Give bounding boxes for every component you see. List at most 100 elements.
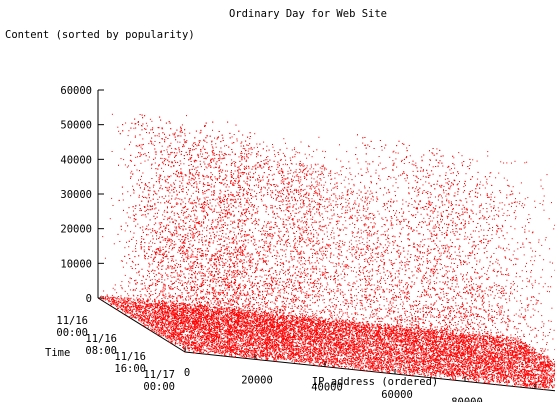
data-point — [514, 350, 516, 352]
data-point — [289, 325, 291, 327]
data-point — [130, 313, 132, 315]
data-point — [398, 335, 400, 337]
data-point — [160, 328, 162, 330]
data-point — [357, 361, 359, 363]
data-point — [504, 367, 505, 369]
data-point — [271, 323, 273, 325]
data-point — [385, 327, 387, 329]
data-point — [198, 332, 200, 334]
data-point — [320, 351, 322, 353]
data-point — [503, 368, 505, 370]
data-point — [374, 327, 376, 329]
data-point — [255, 318, 257, 320]
data-point — [513, 379, 515, 381]
data-point — [203, 319, 204, 321]
data-point — [473, 376, 475, 378]
data-point — [540, 383, 542, 385]
data-point — [305, 341, 307, 343]
data-point — [113, 297, 115, 299]
data-point — [246, 354, 248, 356]
data-point — [175, 308, 177, 310]
data-point — [277, 354, 279, 356]
data-point — [509, 372, 511, 374]
data-point — [320, 365, 322, 366]
data-point — [347, 362, 349, 364]
data-point — [340, 322, 342, 324]
data-point — [396, 338, 398, 340]
data-point — [496, 377, 498, 379]
data-point — [553, 370, 555, 372]
data-point — [145, 314, 147, 316]
data-point — [357, 348, 358, 350]
data-point — [153, 313, 155, 315]
data-point — [145, 321, 147, 323]
data-point — [130, 297, 132, 299]
data-point — [266, 341, 267, 343]
data-point — [393, 342, 395, 344]
data-point — [413, 341, 415, 343]
data-point — [432, 369, 434, 371]
data-point — [493, 342, 495, 344]
data-point — [291, 348, 293, 350]
data-point — [337, 351, 338, 353]
data-point — [342, 352, 344, 354]
data-point — [521, 342, 523, 344]
data-point — [491, 341, 492, 343]
data-point — [115, 302, 117, 304]
data-point — [209, 327, 210, 328]
data-point — [517, 356, 519, 358]
data-point — [359, 358, 361, 360]
data-point — [247, 338, 249, 340]
data-point — [329, 330, 331, 332]
data-point — [376, 367, 378, 369]
data-point — [416, 369, 417, 371]
data-point — [258, 320, 260, 322]
data-point — [536, 383, 538, 385]
data-point — [249, 335, 251, 337]
data-point — [344, 345, 346, 347]
data-point — [304, 358, 306, 360]
data-point — [165, 335, 167, 337]
data-point — [215, 316, 217, 318]
data-point — [190, 307, 191, 308]
data-point — [308, 346, 310, 348]
data-point — [483, 369, 485, 371]
data-point — [325, 341, 327, 343]
data-point — [478, 375, 480, 377]
data-point — [452, 372, 454, 373]
data-point — [272, 322, 274, 324]
data-point — [273, 351, 275, 353]
data-point — [417, 372, 419, 374]
data-point — [424, 353, 426, 355]
data-point — [246, 314, 247, 316]
data-point — [198, 333, 200, 335]
data-point — [501, 346, 503, 347]
data-point — [268, 347, 270, 349]
data-point — [513, 342, 515, 344]
data-point — [187, 326, 189, 328]
data-point — [145, 311, 147, 313]
data-point — [531, 369, 533, 371]
data-point — [399, 364, 401, 366]
data-point — [390, 365, 392, 367]
data-point — [318, 350, 320, 352]
data-point — [219, 325, 221, 327]
data-point — [466, 337, 468, 339]
data-point — [487, 343, 488, 345]
data-point — [470, 336, 472, 338]
data-point — [518, 350, 520, 352]
data-point — [365, 332, 366, 334]
data-point — [322, 330, 324, 332]
data-point — [369, 362, 371, 364]
data-point — [237, 313, 239, 315]
data-point — [236, 348, 238, 350]
data-point — [469, 340, 471, 342]
data-point — [126, 305, 128, 307]
data-point — [171, 332, 173, 334]
data-point — [302, 317, 304, 319]
data-point — [438, 369, 440, 371]
data-point — [518, 359, 520, 361]
data-point — [370, 359, 372, 361]
data-point — [139, 320, 141, 322]
data-point — [299, 360, 301, 362]
